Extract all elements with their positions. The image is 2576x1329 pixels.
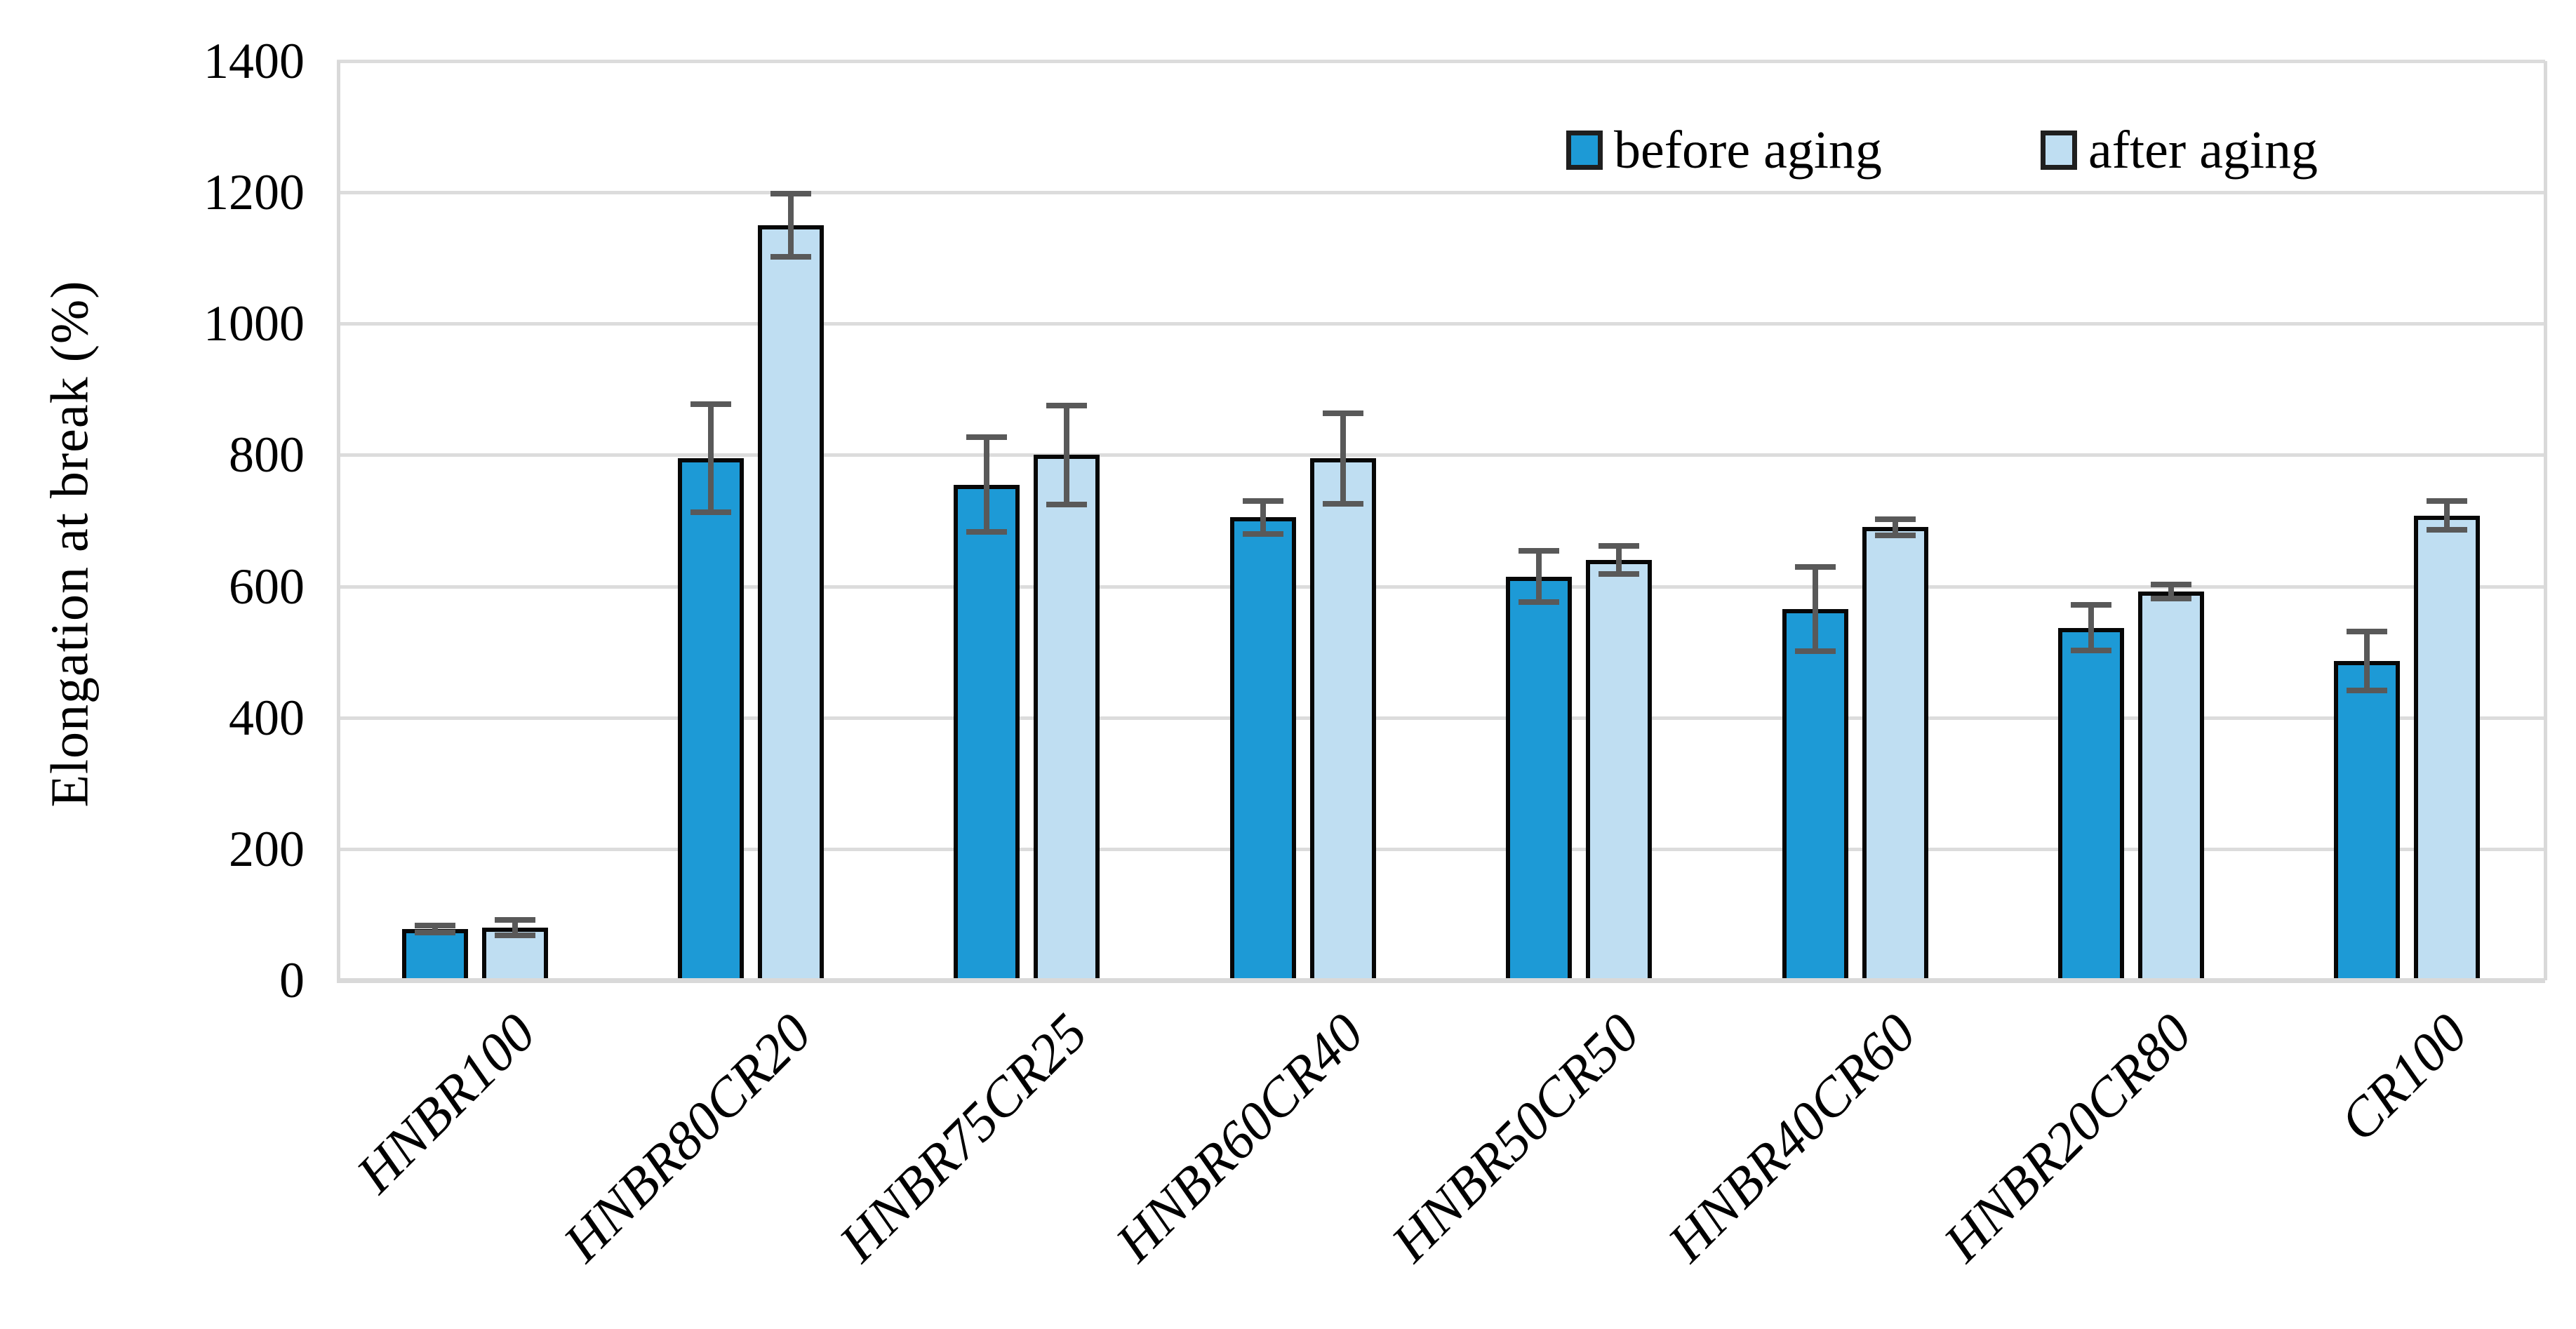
y-gridline-200 bbox=[337, 847, 2545, 851]
y-tick-label-600: 600 bbox=[229, 558, 305, 615]
error-bar-cap-bottom bbox=[494, 933, 535, 939]
bar-HNBR75CR25-before bbox=[954, 484, 1020, 980]
x-category-label-HNBR75CR25: HNBR75CR25 bbox=[827, 1001, 1099, 1274]
legend-swatch-before-aging bbox=[1566, 131, 1603, 170]
error-bar-cap-top bbox=[2347, 629, 2388, 635]
error-bar-cap-top bbox=[494, 916, 535, 923]
x-category-label-HNBR20CR80: HNBR20CR80 bbox=[1931, 1001, 2203, 1274]
error-bar-line bbox=[1260, 500, 1266, 534]
bar-HNBR60CR40-before bbox=[1229, 517, 1296, 980]
y-gridline-1200 bbox=[337, 191, 2545, 195]
bar-HNBR50CR50-before bbox=[1506, 576, 1573, 980]
x-category-label-CR100: CR100 bbox=[2328, 1001, 2479, 1153]
y-gridline-400 bbox=[337, 716, 2545, 720]
error-bar-cap-bottom bbox=[1322, 500, 1363, 507]
error-bar-line bbox=[708, 404, 714, 512]
bar-HNBR40CR60-after bbox=[1862, 527, 1928, 980]
error-bar-cap-bottom bbox=[690, 509, 732, 515]
error-bar-line bbox=[2444, 500, 2450, 530]
bar-HNBR60CR40-after bbox=[1309, 458, 1376, 980]
error-bar-line bbox=[1616, 546, 1622, 574]
error-bar-cap-bottom bbox=[966, 528, 1008, 535]
y-tick-label-1400: 1400 bbox=[203, 33, 305, 89]
error-bar-line bbox=[432, 926, 438, 933]
error-bar-cap-top bbox=[1242, 497, 1283, 504]
y-tick-label-400: 400 bbox=[229, 689, 305, 746]
error-bar-line bbox=[2168, 584, 2174, 599]
error-bar-cap-bottom bbox=[1874, 532, 1916, 538]
legend-swatch-after-aging bbox=[2041, 131, 2077, 170]
error-bar-cap-bottom bbox=[2427, 527, 2468, 533]
error-bar-cap-top bbox=[1874, 516, 1916, 523]
legend-item-after-aging: after aging bbox=[2041, 123, 2318, 177]
error-bar-line bbox=[984, 437, 990, 532]
error-bar-line bbox=[1064, 406, 1070, 505]
x-category-label-HNBR40CR60: HNBR40CR60 bbox=[1655, 1001, 1927, 1274]
x-category-label-HNBR100: HNBR100 bbox=[344, 1001, 547, 1204]
bar-HNBR20CR80-before bbox=[2057, 627, 2124, 980]
bar-HNBR100-before bbox=[401, 929, 468, 980]
error-bar-line bbox=[788, 194, 794, 257]
x-category-label-HNBR50CR50: HNBR50CR50 bbox=[1380, 1001, 1651, 1274]
error-bar-cap-top bbox=[770, 191, 812, 196]
error-bar-cap-bottom bbox=[2070, 648, 2111, 654]
legend-item-before-aging: before aging bbox=[1566, 123, 1882, 177]
error-bar-cap-top bbox=[1599, 543, 1640, 549]
error-bar-line bbox=[2364, 632, 2370, 691]
error-bar-line bbox=[2088, 604, 2094, 651]
error-bar-line bbox=[1892, 519, 1898, 535]
bar-HNBR75CR25-after bbox=[1034, 455, 1100, 980]
error-bar-cap-top bbox=[2070, 601, 2111, 608]
x-axis-line bbox=[337, 978, 2545, 983]
error-bar-cap-top bbox=[1794, 564, 1836, 570]
bar-HNBR20CR80-after bbox=[2137, 592, 2204, 980]
x-category-label-HNBR60CR40: HNBR60CR40 bbox=[1103, 1001, 1375, 1274]
error-bar-cap-top bbox=[966, 434, 1008, 441]
y-gridline-600 bbox=[337, 585, 2545, 589]
bar-HNBR40CR60-before bbox=[1782, 609, 1848, 980]
error-bar-cap-top bbox=[1519, 548, 1560, 554]
y-gridline-800 bbox=[337, 453, 2545, 458]
error-bar-cap-top bbox=[1322, 410, 1363, 416]
bar-HNBR50CR50-after bbox=[1586, 560, 1653, 980]
plot-right-border bbox=[2544, 61, 2547, 980]
error-bar-line bbox=[1812, 567, 1818, 652]
error-bar-cap-bottom bbox=[770, 253, 812, 260]
error-bar-cap-top bbox=[2150, 581, 2191, 587]
error-bar-cap-bottom bbox=[414, 929, 455, 935]
error-bar-cap-bottom bbox=[2347, 688, 2388, 694]
error-bar-cap-bottom bbox=[1794, 648, 1836, 655]
bar-HNBR80CR20-after bbox=[758, 225, 825, 980]
error-bar-cap-top bbox=[414, 923, 455, 929]
plot-left-border bbox=[337, 61, 340, 980]
error-bar-cap-bottom bbox=[2150, 596, 2191, 602]
error-bar-cap-bottom bbox=[1242, 530, 1283, 537]
y-tick-label-200: 200 bbox=[229, 820, 305, 877]
error-bar-cap-top bbox=[1046, 403, 1088, 409]
legend-label-before-aging: before aging bbox=[1614, 121, 1882, 180]
error-bar-cap-top bbox=[690, 401, 732, 408]
error-bar-cap-bottom bbox=[1599, 570, 1640, 577]
bar-CR100-after bbox=[2414, 515, 2481, 980]
y-tick-label-800: 800 bbox=[229, 427, 305, 483]
bar-CR100-before bbox=[2334, 661, 2401, 980]
error-bar-cap-bottom bbox=[1519, 599, 1560, 606]
y-tick-label-1200: 1200 bbox=[203, 164, 305, 221]
y-tick-label-0: 0 bbox=[279, 952, 305, 1008]
error-bar-cap-bottom bbox=[1046, 501, 1088, 507]
legend-label-after-aging: after aging bbox=[2088, 121, 2318, 180]
bar-HNBR80CR20-before bbox=[678, 458, 745, 980]
y-gridline-1400 bbox=[337, 60, 2545, 63]
x-category-label-HNBR80CR20: HNBR80CR20 bbox=[551, 1001, 823, 1274]
error-bar-line bbox=[512, 919, 518, 936]
y-tick-label-1000: 1000 bbox=[203, 295, 305, 352]
y-gridline-1000 bbox=[337, 322, 2545, 326]
error-bar-line bbox=[1340, 413, 1346, 504]
error-bar-cap-top bbox=[2427, 497, 2468, 504]
error-bar-line bbox=[1536, 551, 1542, 603]
